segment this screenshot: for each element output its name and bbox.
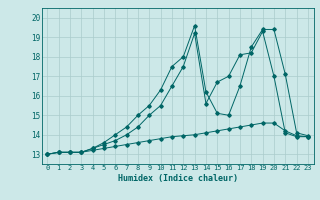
X-axis label: Humidex (Indice chaleur): Humidex (Indice chaleur): [118, 174, 237, 183]
